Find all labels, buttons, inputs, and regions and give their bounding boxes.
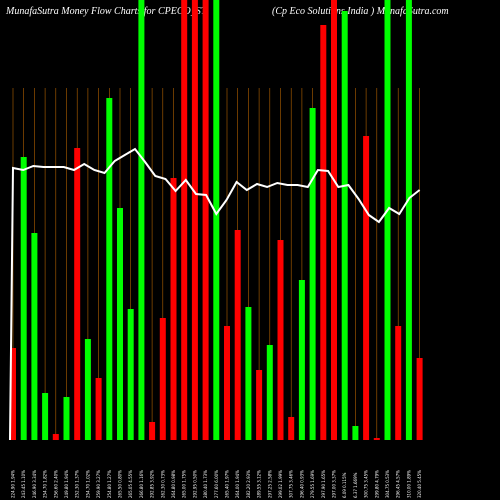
x-tick-label: 265.05 4.55% xyxy=(128,470,133,498)
x-tick-label: 307.75 3.46% xyxy=(289,470,294,498)
bar-down xyxy=(95,378,102,440)
x-tick-label: 296.40 0.93% xyxy=(299,470,304,498)
bar-up xyxy=(384,0,391,440)
bar-down xyxy=(181,0,188,440)
x-tick-label: 254.80 1.27% xyxy=(107,470,112,498)
bar-up xyxy=(42,393,49,440)
x-tick-label: 304.75 0.53% xyxy=(385,470,390,498)
x-tick-label: 297.25 2.58% xyxy=(267,470,272,498)
x-tick-label: 297.00 3.37% xyxy=(332,470,337,498)
bar-up xyxy=(117,208,123,440)
x-tick-label: 292.85 3.92% xyxy=(150,470,155,498)
bar-down xyxy=(373,438,380,440)
x-tick-label: 265.40 1.97% xyxy=(225,470,230,498)
x-tick-label: 292.95 0.50% xyxy=(192,470,197,498)
x-tick-label: 262.30 0.73% xyxy=(160,470,165,498)
bar-down xyxy=(159,318,166,440)
bars xyxy=(10,0,423,440)
bar-up xyxy=(298,280,305,440)
bar-up xyxy=(84,339,91,440)
x-tick-label: 6.09 0.115% xyxy=(342,472,347,498)
bar-up xyxy=(31,233,38,440)
x-tick-label: 297.90 1.65% xyxy=(321,470,326,498)
bar-down xyxy=(191,0,198,440)
x-tick-label: 259.90 3.27% xyxy=(96,470,101,498)
x-tick-label: 254.70 1.02% xyxy=(85,470,90,498)
x-tick-label: 256.60 2.40% xyxy=(53,470,58,498)
bar-down xyxy=(277,240,284,440)
x-tick-label: 254.70 1.82% xyxy=(43,470,48,498)
bar-up xyxy=(138,0,145,440)
bar-up xyxy=(20,157,27,440)
bar-down xyxy=(170,178,177,440)
bar-up xyxy=(309,108,316,440)
x-tick-labels: 224.90 1.94% 243.45 1.10% 246.90 3.34% 254.… xyxy=(11,470,423,498)
bar-up xyxy=(127,309,134,440)
bar-down xyxy=(320,25,327,440)
bar-down xyxy=(331,0,337,440)
x-tick-label: 266.80 1.16% xyxy=(139,470,144,498)
x-tick-label: 246.90 3.34% xyxy=(32,470,37,498)
x-tick-label: 6.37 1.669% xyxy=(353,472,358,498)
chart-title: MunafaSutra Money Flow Charts for CPECO_… xyxy=(6,6,207,17)
x-tick-label: 320.40 5.45% xyxy=(417,470,422,498)
bar-down xyxy=(395,326,402,440)
bar-down xyxy=(149,422,156,440)
bar-down xyxy=(202,0,209,440)
x-tick-label: 265.50 0.80% xyxy=(118,470,123,498)
x-tick-label: 249.80 1.94% xyxy=(64,470,69,498)
bar-down xyxy=(256,370,263,440)
bar-up xyxy=(106,98,113,440)
bar-up xyxy=(266,345,273,440)
bar-down xyxy=(52,434,59,440)
x-tick-label: 299.02 1.99% xyxy=(278,470,283,498)
x-tick-label: 265.00 1.75% xyxy=(182,470,187,498)
x-tick-label: 279.55 1.69% xyxy=(310,470,315,498)
x-tick-label: 299.80 4.79% xyxy=(374,470,379,498)
bar-up xyxy=(405,0,412,440)
x-tick-label: 282.20 2.93% xyxy=(246,470,251,498)
x-tick-label: 264.80 0.98% xyxy=(171,470,176,498)
bar-up xyxy=(341,11,348,440)
x-tick-label: 252.30 1.37% xyxy=(75,470,80,498)
bar-down xyxy=(224,326,230,440)
bar-down xyxy=(288,417,295,440)
bar-up xyxy=(245,307,252,440)
bar-down xyxy=(74,148,81,440)
bar-down xyxy=(416,358,423,440)
bar-down xyxy=(363,136,370,440)
x-tick-label: 300.75 3.45% xyxy=(364,470,369,498)
bar-up xyxy=(63,397,70,440)
x-tick-label: 264.00 1.94% xyxy=(235,470,240,498)
x-tick-label: 243.45 1.10% xyxy=(21,470,26,498)
x-tick-label: 310.00 1.89% xyxy=(406,470,411,498)
x-tick-label: 277.60 6.00% xyxy=(214,470,219,498)
x-tick-label: 296.45 4.57% xyxy=(396,470,401,498)
x-tick-label: 289.55 3.12% xyxy=(257,470,262,498)
bar-up xyxy=(352,426,359,440)
money-flow-line xyxy=(9,147,421,441)
chart-subtitle: (Cp Eco Solutions India ) MunafaSutra.co… xyxy=(272,6,449,17)
bar-up xyxy=(213,0,220,440)
bar-down xyxy=(10,348,16,440)
x-tick-label: 280.40 1.73% xyxy=(203,470,208,498)
bar-down xyxy=(234,230,241,440)
x-tick-label: 224.90 1.94% xyxy=(11,470,16,498)
